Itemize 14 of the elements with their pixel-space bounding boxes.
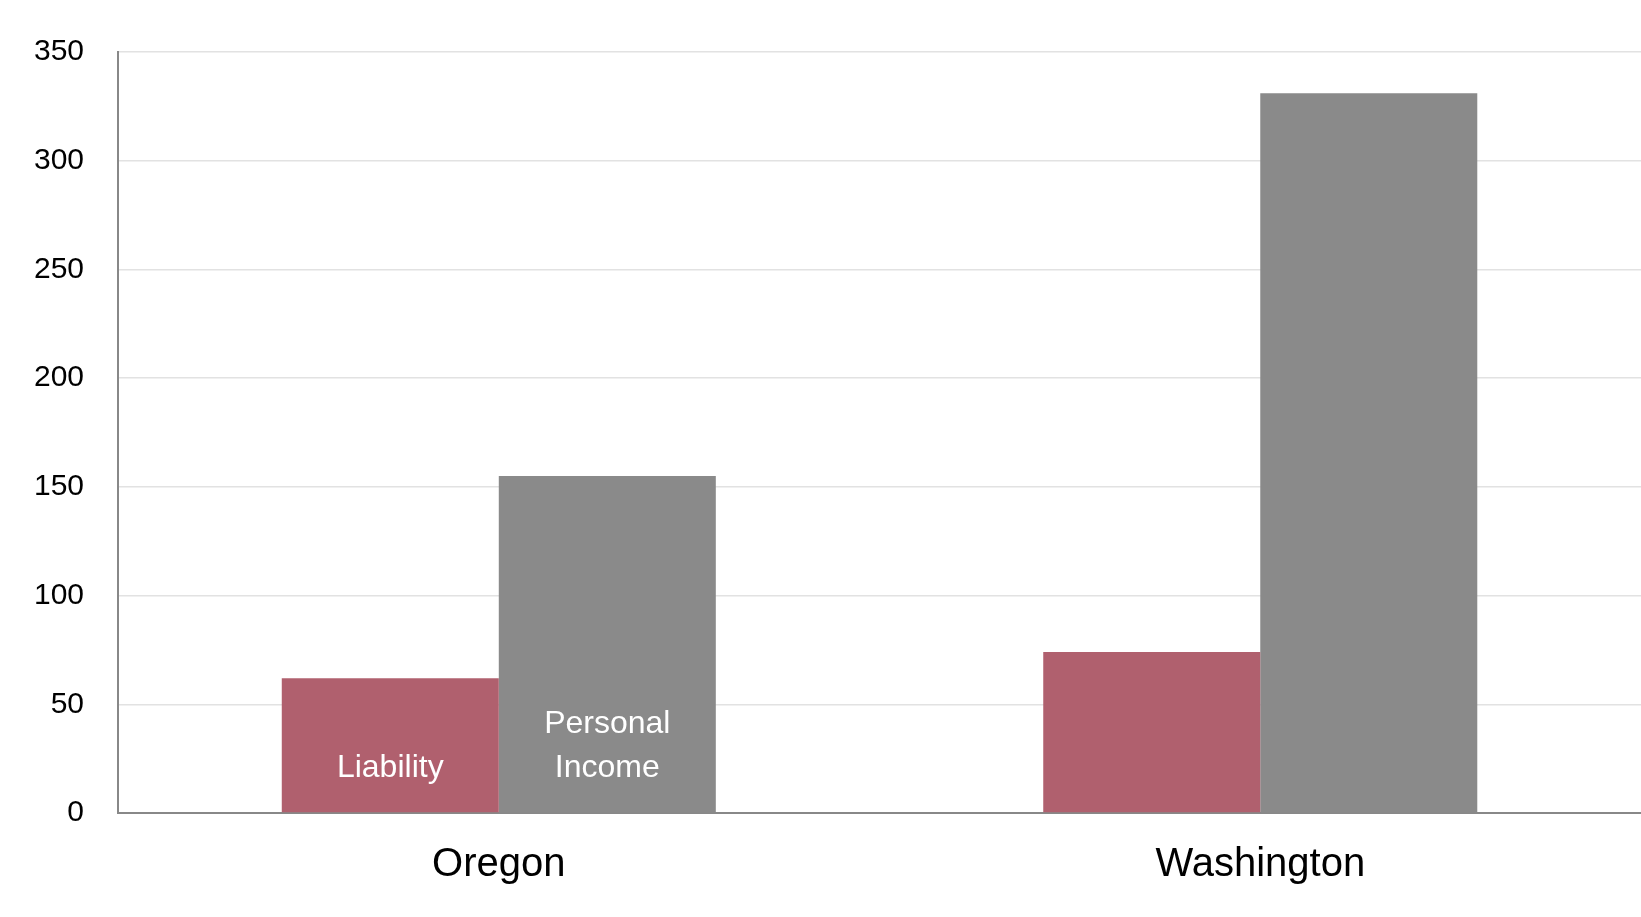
- bar: [1043, 652, 1261, 813]
- series-label: Personal Income: [544, 703, 671, 784]
- y-tick-label: 300: [33, 141, 85, 175]
- x-tick-label: Washington: [1155, 840, 1366, 885]
- y-tick-label: 200: [33, 359, 85, 393]
- y-tick-label: 0: [67, 794, 85, 828]
- series-label: Liability: [336, 747, 444, 784]
- y-tick-label: 250: [33, 250, 85, 284]
- y-tick-label: 50: [50, 685, 85, 719]
- x-tick-label: Oregon: [432, 840, 566, 885]
- y-tick-label: 150: [33, 468, 85, 502]
- y-tick-label: 100: [33, 576, 85, 610]
- bar: [281, 678, 499, 813]
- y-tick-label: 350: [33, 33, 85, 67]
